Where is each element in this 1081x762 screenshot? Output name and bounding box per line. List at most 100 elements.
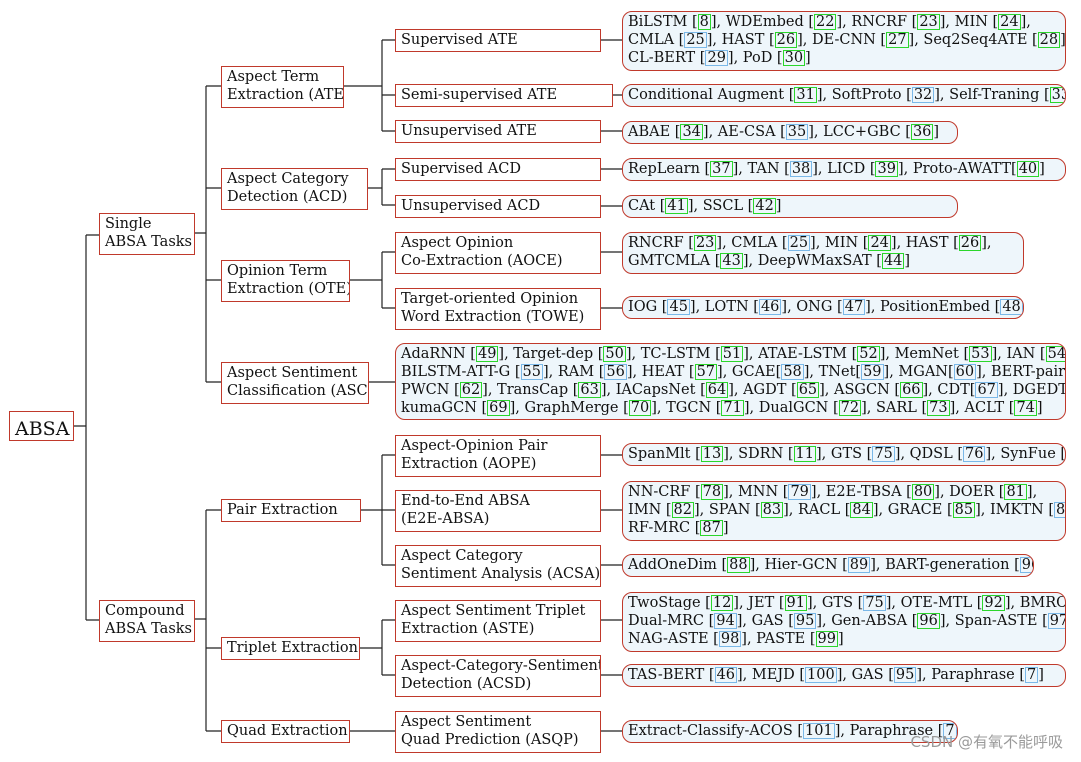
citation-ref[interactable]: 24 (868, 235, 891, 251)
citation-ref[interactable]: 95 (893, 667, 917, 683)
citation-ref[interactable]: 83 (760, 502, 784, 518)
citation-ref[interactable]: 27 (886, 32, 909, 48)
citation-ref[interactable]: 40 (1016, 161, 1040, 177)
citation-ref[interactable]: 87 (700, 520, 723, 536)
citation-ref[interactable]: 59 (861, 364, 884, 380)
citation-ref[interactable]: 36 (910, 124, 934, 140)
citation-ref[interactable]: 98 (718, 631, 742, 647)
citation-ref[interactable]: 44 (881, 253, 905, 269)
citation-ref[interactable]: 67 (975, 382, 998, 398)
leaf-unsupervised-acd-methods: CAt [41], SSCL [42] (622, 195, 958, 218)
citation-ref[interactable]: 85 (952, 502, 976, 518)
citation-ref[interactable]: 39 (875, 161, 898, 177)
citation-ref[interactable]: 35 (785, 124, 809, 140)
citation-ref[interactable]: 55 (520, 364, 543, 380)
citation-ref[interactable]: 53 (969, 346, 992, 362)
citation-ref[interactable]: 91 (784, 595, 807, 611)
citation-ref[interactable]: 66 (900, 382, 923, 398)
citation-ref[interactable]: 94 (714, 613, 737, 629)
citation-ref[interactable]: 62 (459, 382, 483, 398)
method-text: ] (837, 631, 844, 647)
citation-ref[interactable]: 78 (700, 484, 724, 500)
citation-ref[interactable]: 28 (1037, 32, 1061, 48)
citation-ref[interactable]: 45 (667, 299, 690, 315)
citation-ref[interactable]: 7 (1025, 667, 1039, 683)
citation-ref[interactable]: 86 (1054, 502, 1065, 518)
citation-ref[interactable]: 79 (788, 484, 811, 500)
citation-ref[interactable]: 38 (789, 161, 813, 177)
citation-ref[interactable]: 74 (1014, 400, 1037, 416)
citation-ref[interactable]: 24 (998, 14, 1021, 30)
citation-ref[interactable]: 42 (753, 198, 776, 214)
citation-ref[interactable]: 58 (781, 364, 804, 380)
citation-ref[interactable]: 54 (1045, 346, 1065, 362)
citation-ref[interactable]: 29 (705, 50, 728, 66)
citation-ref[interactable]: 95 (793, 613, 817, 629)
citation-ref[interactable]: 101 (803, 723, 835, 739)
citation-ref[interactable]: 23 (917, 14, 940, 30)
citation-ref[interactable]: 37 (710, 161, 733, 177)
method-text: ], E2E-TBSA [ (810, 484, 912, 500)
citation-ref[interactable]: 82 (671, 502, 694, 518)
citation-ref[interactable]: 56 (604, 364, 627, 380)
citation-ref[interactable]: 26 (774, 32, 798, 48)
citation-ref[interactable]: 99 (815, 631, 838, 647)
method-text: ], TGCN [ (651, 400, 722, 416)
citation-ref[interactable]: 96 (917, 613, 940, 629)
citation-ref[interactable]: 69 (487, 400, 510, 416)
citation-ref[interactable]: 97 (1047, 613, 1065, 629)
citation-ref[interactable]: 32 (911, 87, 935, 103)
citation-ref[interactable]: 8 (697, 14, 711, 30)
citation-ref[interactable]: 11 (793, 446, 816, 462)
citation-ref[interactable]: 75 (863, 595, 886, 611)
citation-ref[interactable]: 92 (982, 595, 1005, 611)
citation-ref[interactable]: 72 (838, 400, 862, 416)
citation-ref[interactable]: 64 (705, 382, 729, 398)
method-text: ], DeepWMaxSAT [ (742, 253, 882, 269)
citation-ref[interactable]: 31 (794, 87, 817, 103)
citation-ref[interactable]: 47 (842, 299, 866, 315)
citation-ref[interactable]: 60 (953, 364, 977, 380)
citation-ref[interactable]: 13 (700, 446, 724, 462)
node-pair-extraction: Pair Extraction (221, 499, 361, 522)
citation-ref[interactable]: 22 (814, 14, 837, 30)
citation-ref[interactable]: 73 (927, 400, 950, 416)
citation-ref[interactable]: 25 (787, 235, 811, 251)
method-text: IOG [ (628, 299, 668, 315)
citation-ref[interactable]: 70 (628, 400, 652, 416)
method-text: ], SARL [ (861, 400, 928, 416)
citation-ref[interactable]: 52 (857, 346, 880, 362)
citation-ref[interactable]: 46 (758, 299, 782, 315)
citation-ref[interactable]: 57 (694, 364, 718, 380)
citation-ref[interactable]: 65 (796, 382, 820, 398)
method-text: ], AE-CSA [ (702, 124, 786, 140)
citation-ref[interactable]: 89 (847, 557, 871, 573)
citation-ref[interactable]: 50 (603, 346, 626, 362)
citation-ref[interactable]: 90 (1019, 557, 1033, 573)
citation-ref[interactable]: 48 (1000, 299, 1023, 315)
citation-ref[interactable]: 7 (943, 723, 957, 739)
citation-ref[interactable]: 25 (684, 32, 707, 48)
citation-ref[interactable]: 49 (475, 346, 499, 362)
citation-ref[interactable]: 100 (805, 667, 837, 683)
citation-ref[interactable]: 34 (680, 124, 703, 140)
citation-ref[interactable]: 75 (872, 446, 895, 462)
citation-ref[interactable]: 81 (1004, 484, 1027, 500)
citation-ref[interactable]: 51 (720, 346, 744, 362)
method-text: ], MNN [ (723, 484, 789, 500)
citation-ref[interactable]: 12 (710, 595, 734, 611)
citation-ref[interactable]: 26 (958, 235, 982, 251)
citation-ref[interactable]: 88 (727, 557, 750, 573)
citation-ref[interactable]: 84 (850, 502, 873, 518)
citation-ref[interactable]: 76 (963, 446, 986, 462)
citation-ref[interactable]: 80 (911, 484, 935, 500)
citation-ref[interactable]: 71 (721, 400, 744, 416)
citation-ref[interactable]: 43 (720, 253, 743, 269)
citation-ref[interactable]: 30 (782, 50, 806, 66)
citation-ref[interactable]: 46 (714, 667, 738, 683)
citation-ref[interactable]: 33 (1049, 87, 1065, 103)
citation-ref[interactable]: 41 (665, 198, 688, 214)
citation-ref[interactable]: 23 (693, 235, 717, 251)
citation-ref[interactable]: 63 (578, 382, 601, 398)
